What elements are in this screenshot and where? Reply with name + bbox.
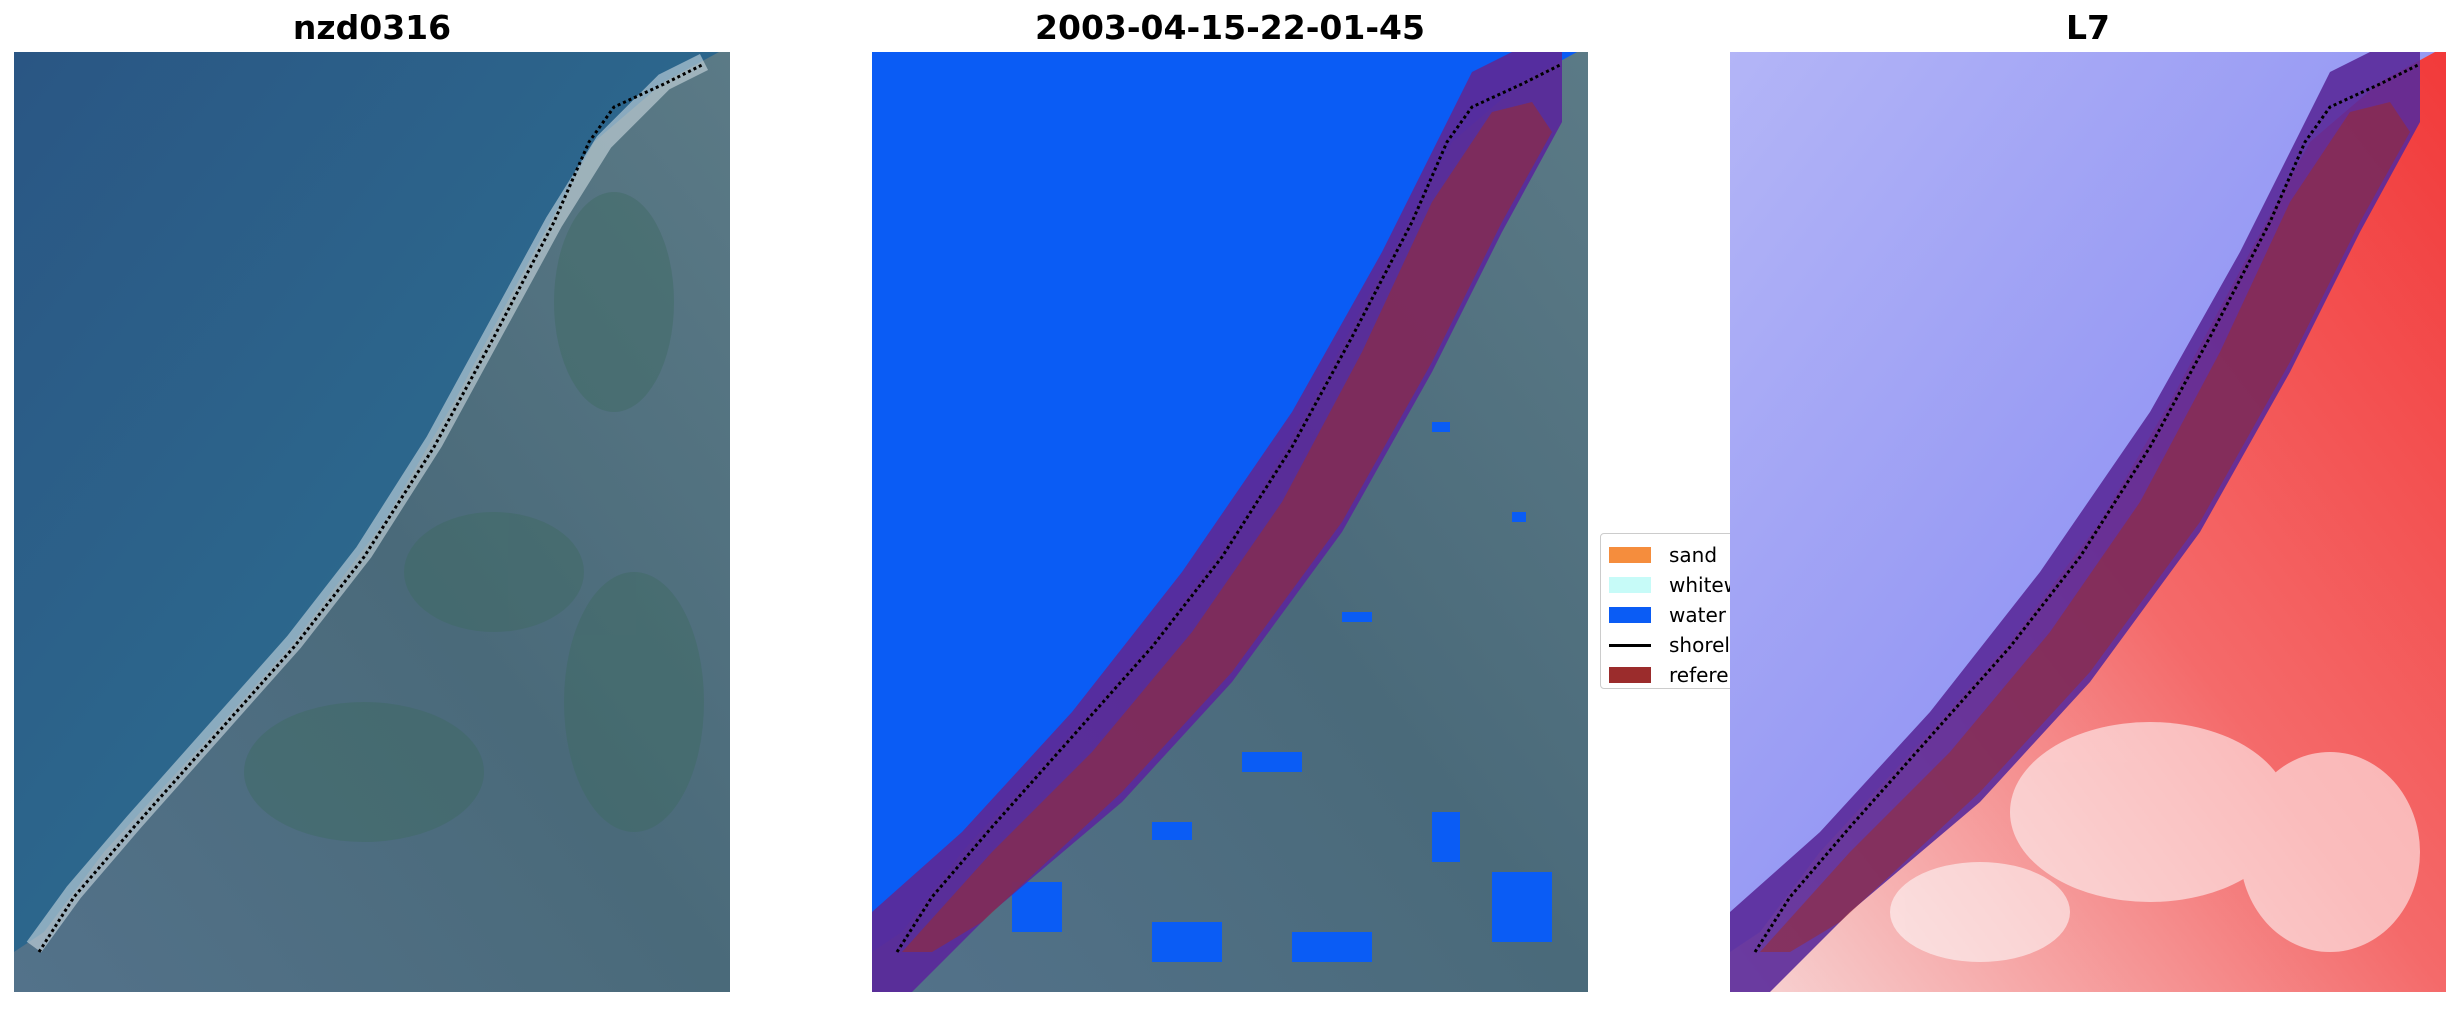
legend-label-shoreline: shorel (1669, 633, 1730, 657)
whitewater-swatch (1609, 577, 1651, 593)
legend-label-water: water (1669, 603, 1726, 627)
sand-swatch (1609, 547, 1651, 563)
rgb-image (14, 52, 730, 992)
legend-item-sand: sand (1609, 540, 1759, 570)
shoreline-path (37, 62, 705, 953)
index-image (1730, 52, 2446, 992)
shoreline-swatch (1609, 643, 1651, 647)
legend-item-water: water (1609, 600, 1759, 630)
panel-title-1: nzd0316 (292, 8, 452, 47)
legend-item-shoreline: shorel (1609, 630, 1759, 660)
panel-title-2: 2003-04-15-22-01-45 (1035, 8, 1425, 47)
shoreline-path (895, 62, 1563, 953)
classification-image (872, 52, 1588, 992)
reference-buffer (872, 52, 1562, 992)
legend-label-reference: referen (1669, 663, 1742, 687)
legend-label-sand: sand (1669, 543, 1718, 567)
legend-label-whitewater: whitew (1669, 573, 1741, 597)
rgb-image-panel (14, 52, 730, 992)
index-panel (1730, 52, 2446, 992)
water-swatch (1609, 607, 1651, 623)
reference-swatch (1609, 667, 1651, 683)
panel-title-3: L7 (2066, 8, 2110, 47)
shoreline-path (1753, 62, 2421, 953)
classification-panel (872, 52, 1588, 992)
legend-item-reference: referen (1609, 660, 1759, 688)
legend-item-whitewater: whitew (1609, 570, 1759, 600)
reference-buffer (1730, 52, 2420, 992)
